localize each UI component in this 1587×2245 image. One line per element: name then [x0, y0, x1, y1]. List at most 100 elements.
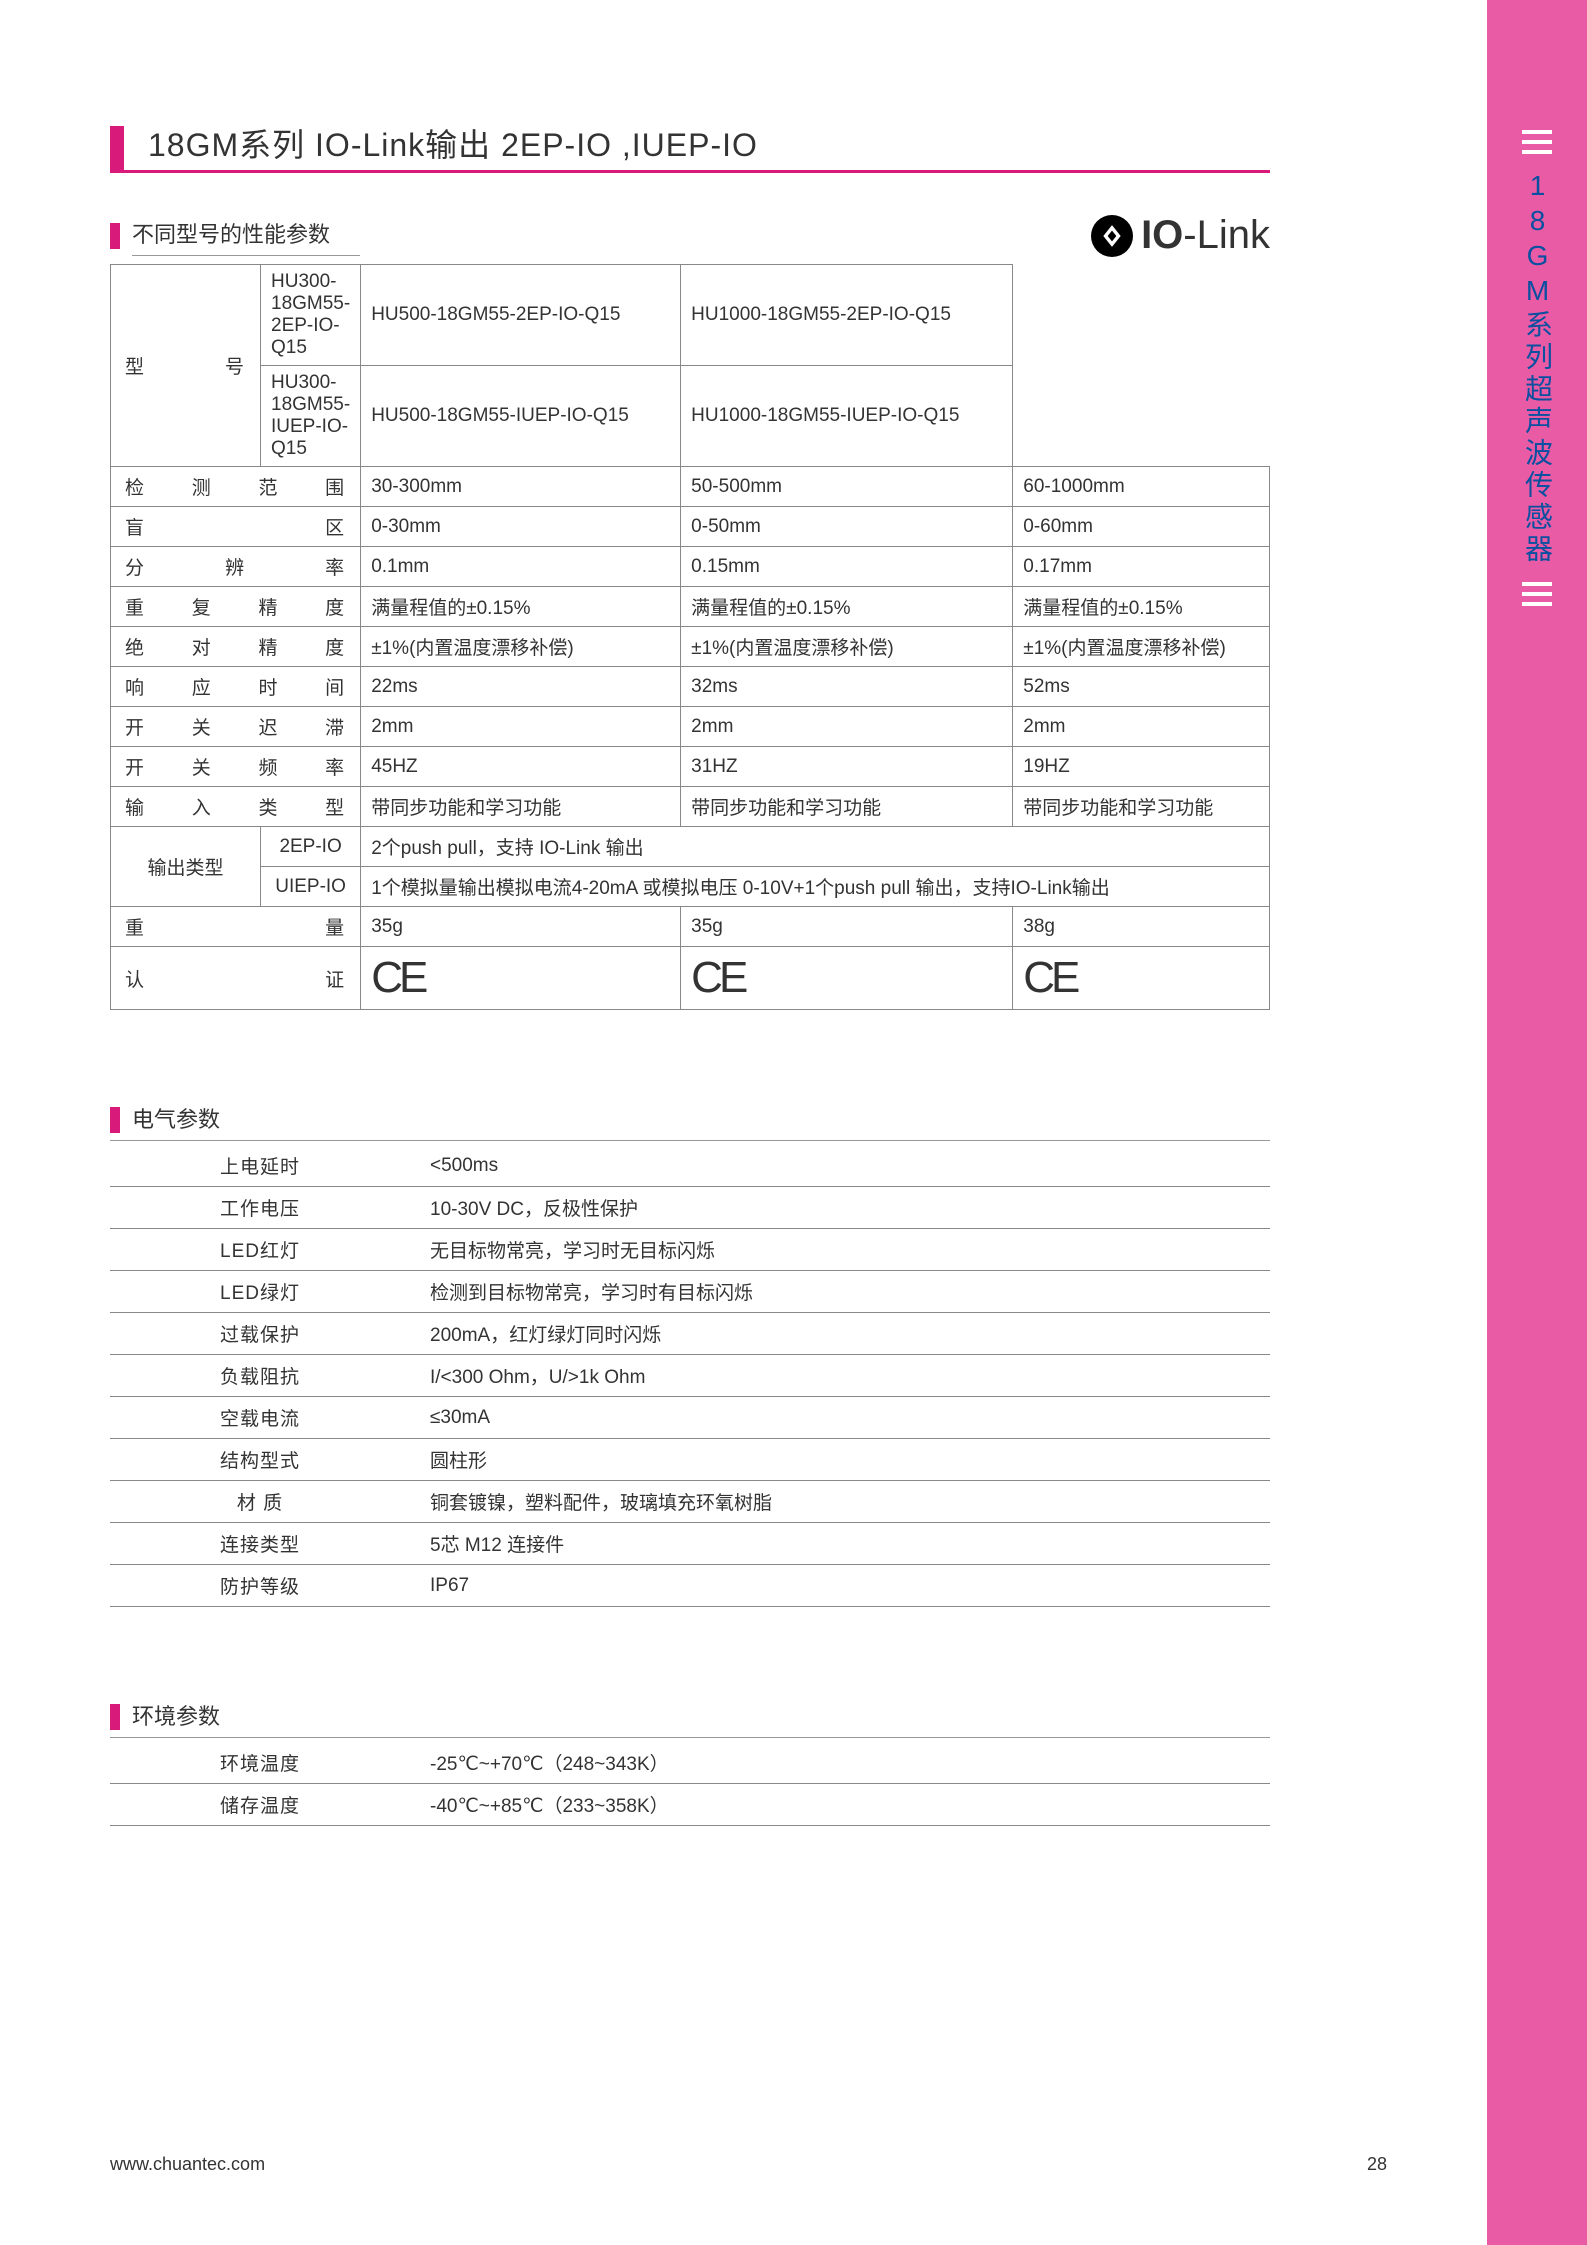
spec-value: 0-60mm	[1013, 507, 1270, 547]
section-elec: 电气参数 上电延时<500ms工作电压10-30V DC，反极性保护LED红灯无…	[110, 1100, 1270, 1607]
output-val1: 2个push pull，支持 IO-Link 输出	[361, 827, 1270, 867]
kv-value: 铜套镀镍，塑料配件，玻璃填充环氧树脂	[410, 1481, 1270, 1523]
elec-table: 上电延时<500ms工作电压10-30V DC，反极性保护LED红灯无目标物常亮…	[110, 1145, 1270, 1607]
spec-value: 0-50mm	[681, 507, 1013, 547]
spec-value: 0.17mm	[1013, 547, 1270, 587]
section-env-title: 环境参数	[132, 1697, 220, 1737]
kv-key: 负载阻抗	[110, 1355, 410, 1397]
table-row: 检测范围30-300mm50-500mm60-1000mm	[111, 467, 1270, 507]
table-row: 开关迟滞2mm2mm2mm	[111, 707, 1270, 747]
table-row: LED绿灯检测到目标物常亮，学习时有目标闪烁	[110, 1271, 1270, 1313]
table-row: 结构型式圆柱形	[110, 1439, 1270, 1481]
spec-label: 重复精度	[111, 587, 361, 627]
spec-label: 开关迟滞	[111, 707, 361, 747]
section-accent-bar	[110, 223, 120, 249]
spec-value: 满量程值的±0.15%	[1013, 587, 1270, 627]
table-row: 分 辨 率0.1mm0.15mm0.17mm	[111, 547, 1270, 587]
kv-value: 检测到目标物常亮，学习时有目标闪烁	[410, 1271, 1270, 1313]
table-row: 输入类型带同步功能和学习功能带同步功能和学习功能带同步功能和学习功能	[111, 787, 1270, 827]
side-tab-label: 18GM系列超声波传感器	[1517, 170, 1557, 566]
spec-value: 31HZ	[681, 747, 1013, 787]
kv-value: 5芯 M12 连接件	[410, 1523, 1270, 1565]
title-accent-bar	[110, 126, 124, 170]
kv-value: ≤30mA	[410, 1397, 1270, 1439]
table-row: 材 质铜套镀镍，塑料配件，玻璃填充环氧树脂	[110, 1481, 1270, 1523]
spec-label: 开关频率	[111, 747, 361, 787]
spec-value: 带同步功能和学习功能	[361, 787, 681, 827]
kv-value: -25℃~+70℃（248~343K）	[410, 1742, 1270, 1784]
model-cell: HU300-18GM55-2EP-IO-Q15	[261, 265, 361, 366]
spec-value: 0.15mm	[681, 547, 1013, 587]
side-tab: 18GM系列超声波传感器	[1487, 0, 1587, 2245]
weight-cell: 35g	[681, 907, 1013, 947]
table-row: UIEP-IO 1个模拟量输出模拟电流4-20mA 或模拟电压 0-10V+1个…	[111, 867, 1270, 907]
spec-value: 带同步功能和学习功能	[681, 787, 1013, 827]
output-type-label: 输出类型	[111, 827, 261, 907]
section-env: 环境参数 环境温度-25℃~+70℃（248~343K）储存温度-40℃~+85…	[110, 1697, 1270, 1826]
spec-value: 0-30mm	[361, 507, 681, 547]
spec-value: 50-500mm	[681, 467, 1013, 507]
kv-value: <500ms	[410, 1145, 1270, 1187]
kv-key: LED绿灯	[110, 1271, 410, 1313]
table-row: 空载电流≤30mA	[110, 1397, 1270, 1439]
model-cell: HU500-18GM55-2EP-IO-Q15	[361, 265, 681, 366]
kv-value: 10-30V DC，反极性保护	[410, 1187, 1270, 1229]
side-decor-icon	[1522, 130, 1552, 154]
perf-table: 型 号 HU300-18GM55-2EP-IO-Q15 HU500-18GM55…	[110, 264, 1270, 1010]
table-row: HU300-18GM55-IUEP-IO-Q15 HU500-18GM55-IU…	[111, 366, 1270, 467]
ce-mark: CE	[1013, 947, 1270, 1010]
page-footer: www.chuantec.com 28	[110, 2154, 1387, 2175]
spec-label: 响应时间	[111, 667, 361, 707]
table-row: 开关频率45HZ31HZ19HZ	[111, 747, 1270, 787]
kv-key: 上电延时	[110, 1145, 410, 1187]
ce-mark: CE	[681, 947, 1013, 1010]
spec-value: 60-1000mm	[1013, 467, 1270, 507]
spec-label: 输入类型	[111, 787, 361, 827]
table-row: 绝对精度±1%(内置温度漂移补偿)±1%(内置温度漂移补偿)±1%(内置温度漂移…	[111, 627, 1270, 667]
page-title: 18GM系列 IO-Link输出 2EP-IO ,IUEP-IO	[148, 120, 758, 170]
kv-key: 连接类型	[110, 1523, 410, 1565]
kv-value: I/<300 Ohm，U/>1k Ohm	[410, 1355, 1270, 1397]
spec-value: 30-300mm	[361, 467, 681, 507]
iolink-logo-link: -Link	[1183, 213, 1270, 257]
kv-key: 防护等级	[110, 1565, 410, 1607]
kv-key: 过载保护	[110, 1313, 410, 1355]
spec-value: 2mm	[361, 707, 681, 747]
spec-label: 盲 区	[111, 507, 361, 547]
kv-value: 200mA，红灯绿灯同时闪烁	[410, 1313, 1270, 1355]
iolink-logo: IO-Link	[1091, 213, 1270, 258]
table-row: LED红灯无目标物常亮，学习时无目标闪烁	[110, 1229, 1270, 1271]
output-val2: 1个模拟量输出模拟电流4-20mA 或模拟电压 0-10V+1个push pul…	[361, 867, 1270, 907]
output-sub1: 2EP-IO	[261, 827, 361, 867]
spec-value: 32ms	[681, 667, 1013, 707]
kv-key: LED红灯	[110, 1229, 410, 1271]
spec-value: ±1%(内置温度漂移补偿)	[1013, 627, 1270, 667]
spec-value: 19HZ	[1013, 747, 1270, 787]
table-row: 过载保护200mA，红灯绿灯同时闪烁	[110, 1313, 1270, 1355]
spec-value: ±1%(内置温度漂移补偿)	[361, 627, 681, 667]
table-row: 重复精度满量程值的±0.15%满量程值的±0.15%满量程值的±0.15%	[111, 587, 1270, 627]
ce-mark: CE	[361, 947, 681, 1010]
weight-label: 重 量	[111, 907, 361, 947]
kv-key: 空载电流	[110, 1397, 410, 1439]
spec-value: 满量程值的±0.15%	[361, 587, 681, 627]
spec-label: 绝对精度	[111, 627, 361, 667]
model-cell: HU1000-18GM55-IUEP-IO-Q15	[681, 366, 1013, 467]
footer-page-number: 28	[1367, 2154, 1387, 2175]
kv-value: 圆柱形	[410, 1439, 1270, 1481]
section-perf-title: 不同型号的性能参数	[132, 215, 360, 256]
table-row: 响应时间22ms32ms52ms	[111, 667, 1270, 707]
section-perf-header: 不同型号的性能参数 IO-Link	[110, 213, 1270, 258]
model-label: 型 号	[111, 265, 261, 467]
model-cell: HU300-18GM55-IUEP-IO-Q15	[261, 366, 361, 467]
cert-label: 认 证	[111, 947, 361, 1010]
spec-value: 22ms	[361, 667, 681, 707]
spec-value: 带同步功能和学习功能	[1013, 787, 1270, 827]
kv-key: 环境温度	[110, 1742, 410, 1784]
spec-value: 2mm	[681, 707, 1013, 747]
kv-value: -40℃~+85℃（233~358K）	[410, 1784, 1270, 1826]
output-sub2: UIEP-IO	[261, 867, 361, 907]
iolink-logo-io: IO	[1141, 213, 1183, 257]
spec-value: 52ms	[1013, 667, 1270, 707]
spec-value: 0.1mm	[361, 547, 681, 587]
